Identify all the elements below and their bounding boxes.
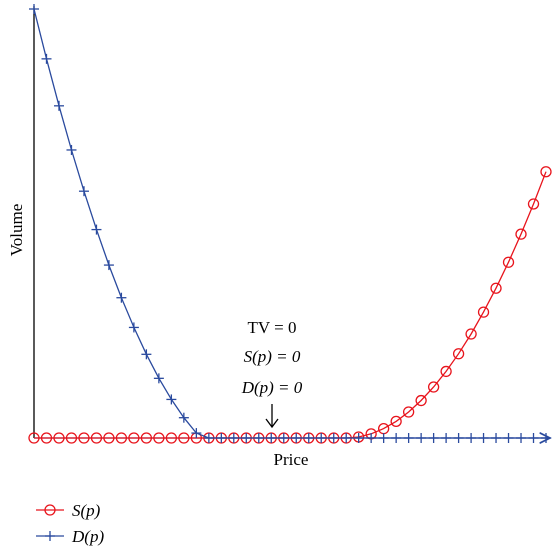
x-axis-label: Price [274, 450, 309, 469]
series-s [28, 166, 552, 444]
annotation-line-1: TV = 0 [248, 318, 297, 337]
legend: S(p) D(p) [36, 501, 104, 546]
data-point-d [303, 433, 314, 443]
data-point-s [115, 432, 128, 444]
data-point-d [466, 433, 477, 443]
data-point-d [416, 433, 427, 443]
data-point-d [241, 433, 252, 443]
data-point-d [391, 433, 402, 443]
data-point-s [78, 432, 90, 444]
series-line-s [34, 171, 547, 439]
data-point-d [103, 260, 114, 271]
data-point-s [165, 432, 178, 444]
data-point-d [166, 394, 177, 405]
data-point-s [90, 432, 103, 444]
data-point-s [490, 282, 502, 294]
data-point-d [378, 433, 389, 443]
data-point-d [441, 433, 452, 443]
data-point-d [491, 433, 502, 443]
data-point-d [528, 433, 539, 443]
data-point-s [427, 381, 440, 393]
data-point-d [403, 433, 414, 443]
annotation: TV = 0 S(p) = 0 D(p) = 0 [241, 318, 303, 429]
annotation-line-2: S(p) = 0 [244, 347, 301, 366]
data-point-d [191, 428, 202, 439]
data-point-d [353, 433, 364, 443]
data-point-s [28, 432, 40, 444]
data-point-s [515, 228, 527, 240]
data-point-d [53, 100, 64, 111]
data-point-d [91, 224, 102, 235]
data-point-d [228, 433, 239, 443]
data-point-s [502, 256, 515, 268]
y-axis-label: Volume [7, 204, 26, 257]
data-point-d [128, 322, 139, 333]
data-point-s [178, 432, 190, 444]
data-point-s [103, 432, 115, 444]
data-point-d [141, 349, 152, 360]
data-point-s [128, 432, 140, 444]
data-point-d [266, 433, 277, 443]
data-point-d [203, 433, 214, 443]
data-point-d [328, 433, 339, 443]
data-point-s [440, 365, 452, 378]
data-point-s [477, 306, 490, 318]
annotation-line-3: D(p) = 0 [241, 378, 303, 397]
data-point-d [341, 433, 352, 443]
data-point-d [153, 373, 164, 384]
data-point-d [541, 433, 551, 443]
data-point-s [153, 432, 165, 444]
data-point-d [66, 144, 77, 155]
data-point-s [540, 166, 552, 178]
legend-label-d: D(p) [71, 527, 104, 546]
data-point-s [53, 432, 65, 444]
data-point-d [428, 433, 439, 443]
data-point-d [278, 433, 289, 443]
data-point-d [316, 433, 327, 443]
series-line-d [33, 8, 546, 439]
data-point-s [390, 415, 402, 428]
data-point-s [452, 348, 465, 360]
data-point-d [503, 433, 514, 443]
data-point-d [178, 412, 189, 423]
data-point-s [465, 328, 477, 340]
annotation-arrow [265, 404, 279, 429]
data-point-d [453, 433, 464, 443]
data-point-s [140, 432, 153, 444]
data-point-d [29, 4, 39, 14]
data-point-s [40, 432, 53, 444]
data-point-d [366, 433, 377, 443]
data-point-s [65, 432, 78, 444]
data-point-s [402, 406, 415, 418]
data-point-s [415, 394, 427, 407]
data-point-d [291, 433, 302, 443]
data-point-d [478, 433, 489, 443]
data-point-d [116, 292, 127, 303]
data-point-s [527, 198, 540, 210]
legend-label-s: S(p) [72, 501, 101, 520]
legend-item-d: D(p) [36, 527, 104, 546]
data-point-d [516, 433, 527, 443]
series-d [29, 4, 551, 443]
data-point-d [216, 433, 227, 443]
data-point-d [253, 433, 264, 443]
data-point-d [78, 186, 89, 197]
legend-item-s: S(p) [36, 501, 101, 520]
data-point-d [41, 53, 52, 64]
